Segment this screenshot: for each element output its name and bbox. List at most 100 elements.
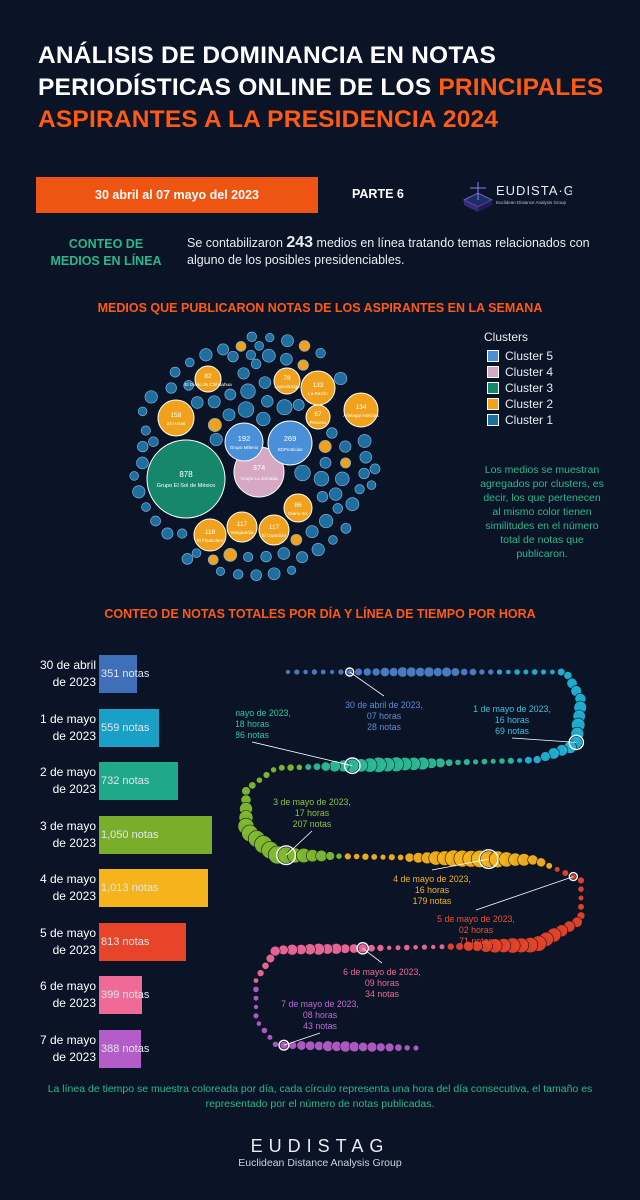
hour-circle xyxy=(403,944,411,951)
hour-circle xyxy=(384,1042,395,1053)
media-bubble-small xyxy=(313,471,330,487)
hour-circle xyxy=(415,666,426,677)
day-bar: 399 notas xyxy=(99,976,149,1014)
legend-swatch xyxy=(487,366,499,378)
media-bubble-small xyxy=(237,367,250,380)
media-bubble-small xyxy=(245,349,256,360)
day-bar-value: 1,050 notas xyxy=(101,828,159,841)
media-bubble-small xyxy=(185,357,195,368)
media-bubble xyxy=(305,404,331,430)
hour-circle xyxy=(524,756,533,765)
hour-circle xyxy=(252,985,260,993)
hour-circle xyxy=(286,763,295,772)
day-label-line: de 2023 xyxy=(52,675,96,689)
hour-circle xyxy=(445,758,454,767)
timeline-annotation-line: 1 de mayo de 2023, xyxy=(473,704,551,714)
hour-circle xyxy=(241,786,251,796)
hour-circle xyxy=(302,669,309,675)
bubble-value-label: 374 xyxy=(253,463,266,472)
media-bubble-small xyxy=(359,450,373,464)
annotated-hour-marker xyxy=(344,667,355,677)
hour-circle xyxy=(569,873,577,880)
media-bubble-small xyxy=(332,503,344,514)
media-bubble xyxy=(273,367,301,395)
footer-brand: EUDISTAG xyxy=(250,1136,390,1156)
hour-circle xyxy=(320,761,331,772)
media-bubble-small xyxy=(140,425,151,436)
hour-circle xyxy=(255,776,263,784)
hour-circle xyxy=(441,666,452,678)
bubble-value-label: 269 xyxy=(284,434,297,443)
media-bubble-small xyxy=(165,382,177,394)
hour-circle xyxy=(423,666,435,678)
hour-circle xyxy=(397,853,405,861)
timeline-annotation-line: 08 horas xyxy=(303,1010,338,1020)
hour-circle xyxy=(335,852,343,860)
bubble-value-label: 134 xyxy=(356,404,367,411)
legend-label: Cluster 2 xyxy=(505,397,554,411)
hour-circle xyxy=(325,851,335,861)
media-bubble-small xyxy=(281,334,294,348)
hour-circle xyxy=(296,763,303,771)
hour-circle xyxy=(455,942,464,951)
hour-circle xyxy=(363,667,372,677)
hour-circle xyxy=(252,977,259,984)
bubble-value-label: 82 xyxy=(204,373,212,380)
conteo-heading: CONTEO DE MEDIOS EN LÍNEA xyxy=(50,237,162,268)
title-line-1: ANÁLISIS DE DOMINANCIA EN NOTAS xyxy=(38,42,497,69)
hour-circle xyxy=(248,781,257,790)
bubble-value-label: 117 xyxy=(237,521,248,528)
day-label-line: de 2023 xyxy=(52,782,96,796)
hour-circle xyxy=(478,668,486,676)
legend-label: Cluster 3 xyxy=(505,381,554,395)
day-label-line: 1 de mayo xyxy=(39,711,96,726)
bubble-value-label: 86 xyxy=(294,502,302,509)
hour-circle xyxy=(507,757,515,765)
legend-swatch xyxy=(487,382,499,394)
logo-sub: Euclidean Distance Analysis Group xyxy=(496,200,567,205)
hour-circle xyxy=(498,757,506,765)
timeline-annotation-line: 69 notas xyxy=(495,726,529,736)
hour-circle xyxy=(361,852,370,861)
footer-brand-sub: Euclidean Distance Analysis Group xyxy=(238,1157,402,1169)
hour-circle xyxy=(265,953,276,964)
date-range-banner: 30 abril al 07 mayo del 2023 xyxy=(36,177,318,213)
day-label-line: de 2023 xyxy=(52,942,96,957)
media-bubble-small xyxy=(209,432,223,447)
annotated-hour-marker xyxy=(278,1039,290,1051)
annotated-hour-marker xyxy=(276,845,297,866)
bubble-name-label: Grupo Milenio xyxy=(230,445,259,450)
media-bubble-small xyxy=(246,331,257,342)
hour-circle xyxy=(376,1042,386,1052)
hour-circle xyxy=(358,1041,369,1052)
bubble-name-label: La Razón xyxy=(308,391,328,396)
title-line-2: PERIODÍSTICAS ONLINE DE LOS PRINCIPALES xyxy=(38,72,618,104)
day-bar-row: 30 de abril de 2023 351 notas xyxy=(0,655,640,699)
media-bubble-small xyxy=(354,484,365,495)
date-range-text: 30 abril al 07 mayo del 2023 xyxy=(95,188,259,202)
legend-item-cluster-2: Cluster 2 xyxy=(487,396,553,412)
media-bubble-small xyxy=(258,376,272,389)
media-bubble-small xyxy=(340,457,352,469)
day-label-line: de 2023 xyxy=(52,728,96,743)
annotation-leader xyxy=(283,1032,321,1046)
timeline-annotation-line: 16 horas xyxy=(495,715,530,725)
media-bubble-small xyxy=(222,408,236,422)
eudistag-logo: EUDISTA·G Euclidean Distance Analysis Gr… xyxy=(462,178,574,219)
media-bubble-small xyxy=(215,566,226,576)
logo-name: EUDISTA·G xyxy=(496,183,572,198)
media-bubble-small xyxy=(132,485,146,499)
cluster-legend: Clusters Cluster 5 Cluster 4 Cluster 3 Clus… xyxy=(484,330,553,428)
day-bar: 388 notas xyxy=(99,1029,149,1068)
timeline-annotation-line: 02 horas xyxy=(459,925,494,935)
media-bubble-small xyxy=(191,396,204,409)
day-bar-row: 4 de mayo de 2023 1,013 notas xyxy=(0,869,640,913)
media-bubble xyxy=(194,365,222,393)
media-bubble-small xyxy=(161,527,174,540)
bubble-value-label: 192 xyxy=(238,434,251,443)
hour-circle xyxy=(262,771,271,779)
media-bubble-small xyxy=(136,456,149,470)
media-bubble-small xyxy=(199,348,213,362)
hour-circle xyxy=(430,944,436,950)
day-bar: 1,013 notas xyxy=(99,869,208,907)
